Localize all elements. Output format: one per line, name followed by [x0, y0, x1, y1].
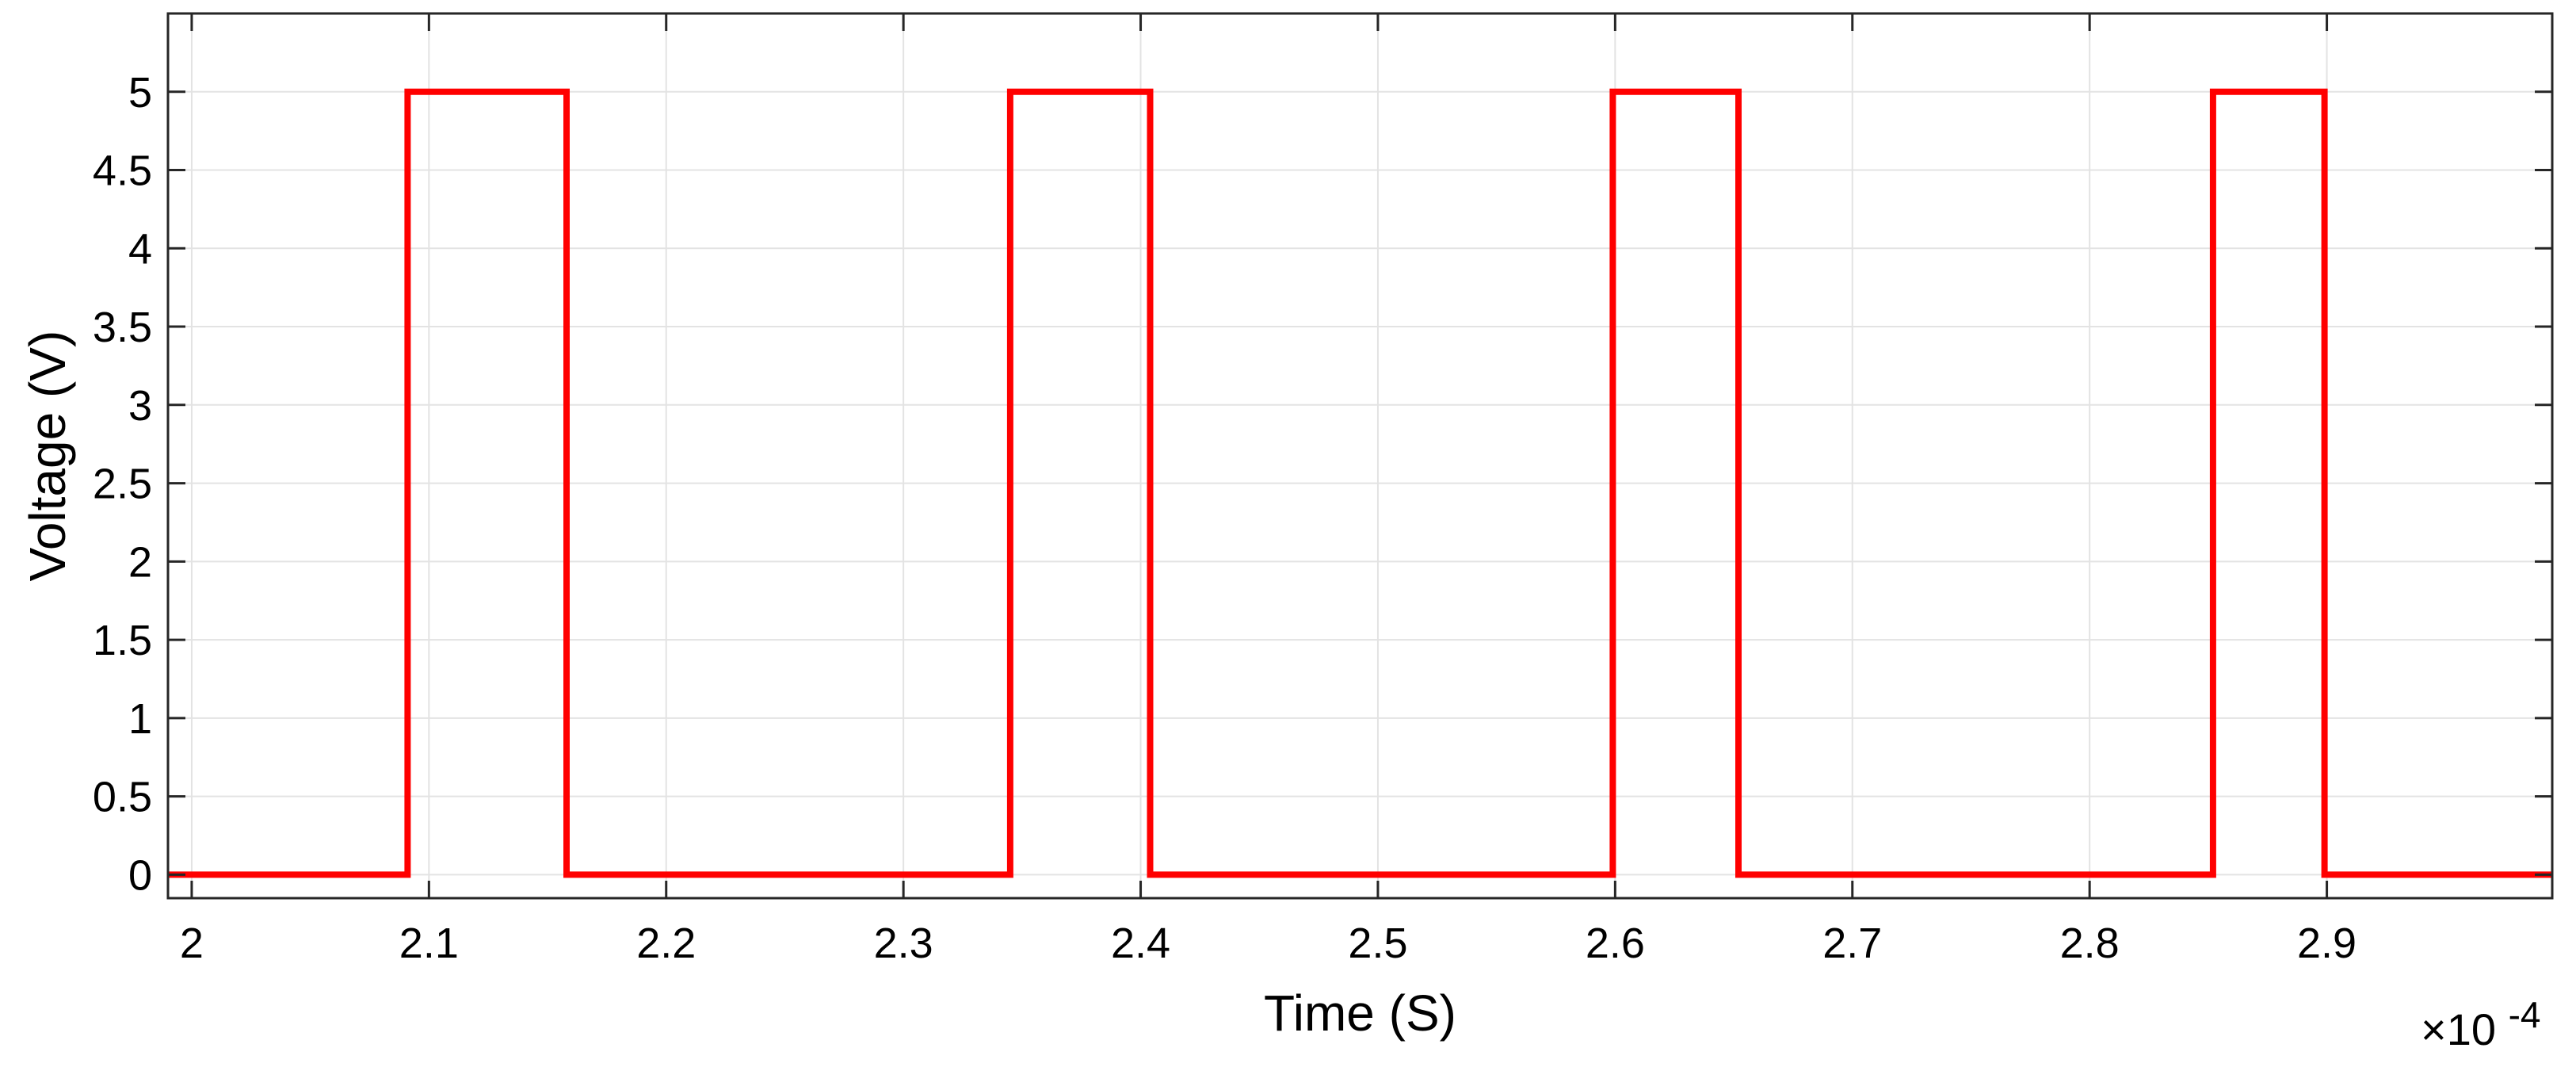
y-tick-label: 1.5: [93, 617, 152, 664]
y-axis-label: Voltage (V): [19, 331, 76, 582]
x-tick-label: 2.5: [1348, 920, 1407, 967]
y-tick-label: 0.5: [93, 774, 152, 821]
plot-frame: [166, 12, 2554, 900]
y-tick-label: 1: [128, 695, 152, 743]
y-tick-label: 4: [128, 225, 152, 273]
y-tick-label: 5: [128, 69, 152, 117]
x-tick-label: 2.9: [2297, 920, 2357, 967]
x-tick-label: 2.1: [399, 920, 459, 967]
y-tick-label: 3.5: [93, 304, 152, 351]
x-tick-label: 2: [180, 920, 204, 967]
x-tick-label: 2.6: [1586, 920, 1645, 967]
series-line: [168, 88, 2552, 878]
x-axis-exponent-base: ×10: [2421, 1004, 2496, 1054]
x-tick-label: 2.8: [2060, 920, 2120, 967]
y-tick-label: 4.5: [93, 147, 152, 195]
x-axis-label: Time (S): [1264, 985, 1456, 1042]
x-tick-label: 2.7: [1822, 920, 1882, 967]
x-tick-label: 2.2: [636, 920, 696, 967]
x-tick-labels: 2 2.1 2.2 2.3 2.4 2.5 2.6 2.7 2.8 2.9: [180, 920, 2357, 967]
y-tick-label: 3: [128, 382, 152, 430]
y-tick-label: 2.5: [93, 461, 152, 508]
series-layer: [168, 88, 2552, 878]
tick-marks: [168, 13, 2552, 898]
x-axis-exponent-power: -4: [2509, 994, 2541, 1035]
x-tick-label: 2.4: [1111, 920, 1170, 967]
y-tick-label: 2: [128, 538, 152, 586]
y-tick-label: 0: [128, 851, 152, 899]
x-axis-exponent: ×10 -4: [2421, 994, 2540, 1054]
x-tick-label: 2.3: [874, 920, 933, 967]
y-tick-labels: 0 0.5 1 1.5 2 2.5 3 3.5 4 4.5 5: [93, 69, 152, 900]
